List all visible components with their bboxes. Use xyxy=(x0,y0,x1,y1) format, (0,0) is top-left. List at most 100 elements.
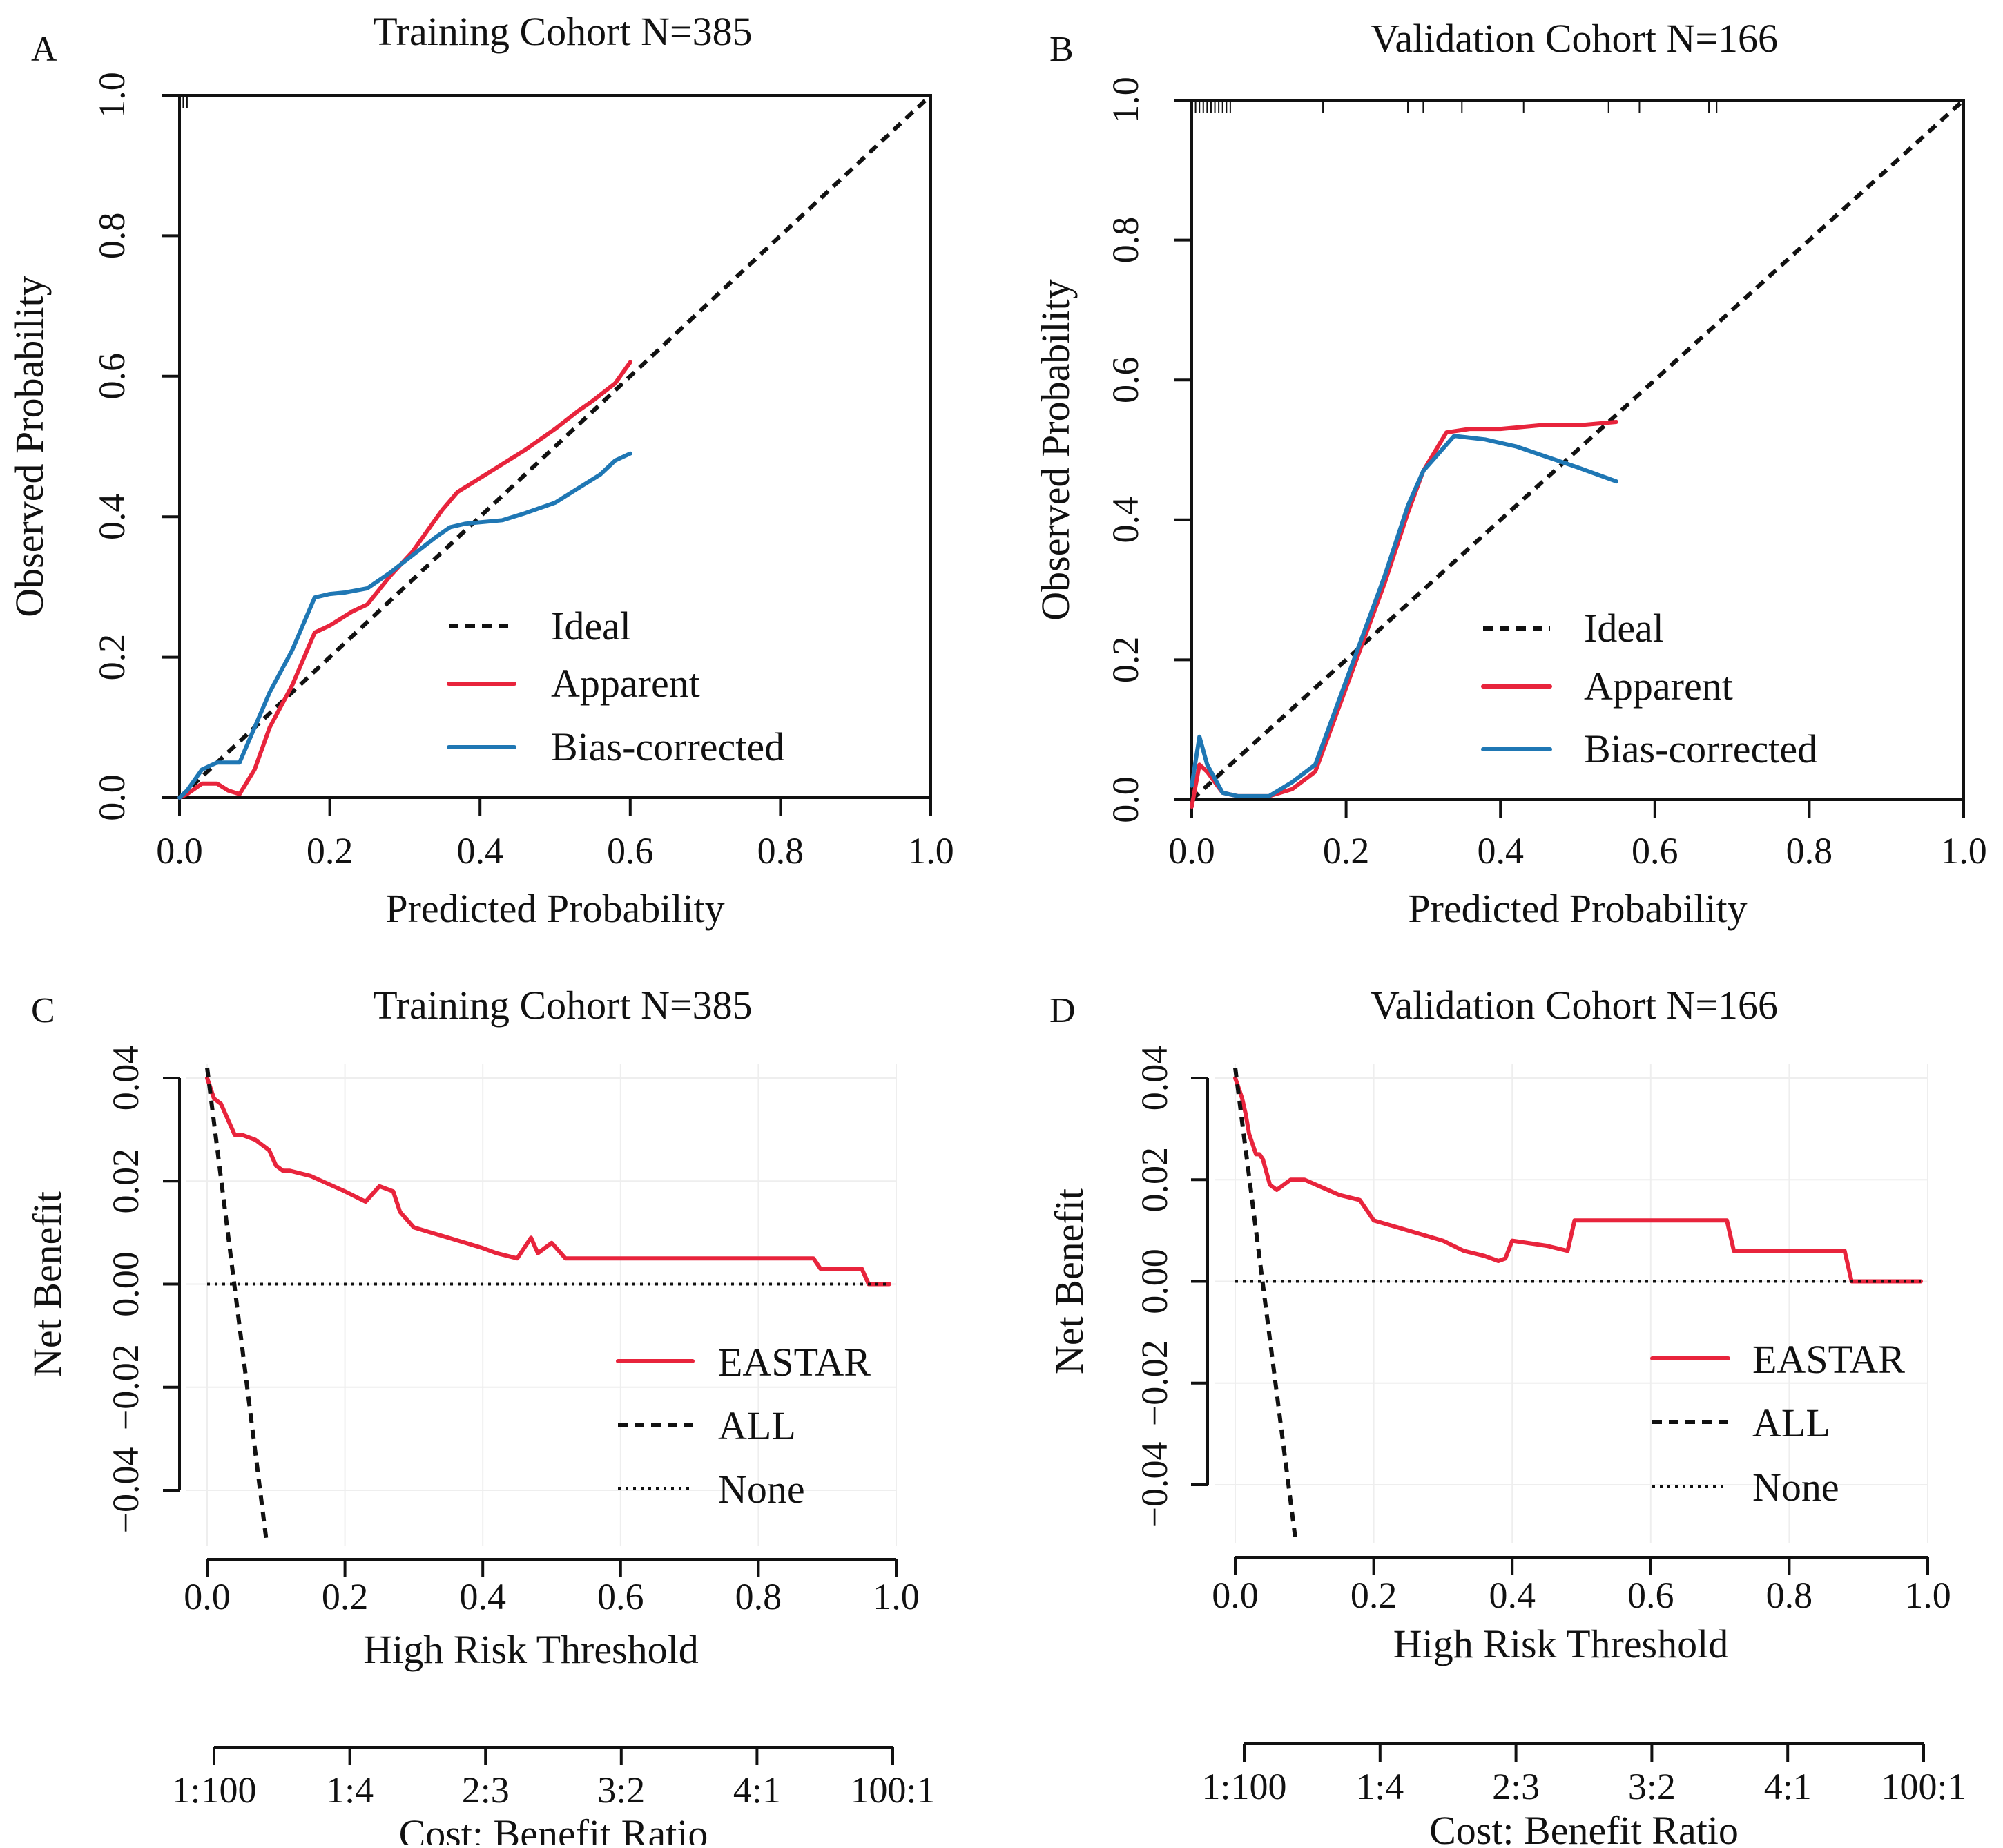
x-tick-label: 0.4 xyxy=(1489,1575,1536,1616)
x-tick-label: 1.0 xyxy=(1904,1575,1951,1616)
x2-axis-label: Cost: Benefit Ratio xyxy=(1429,1808,1739,1845)
x-tick-label: 0.0 xyxy=(1212,1575,1259,1616)
panel-letter: B xyxy=(1049,30,1074,69)
series-line-apparent xyxy=(177,360,632,800)
y-axis-label: Net Benefit xyxy=(1047,1188,1092,1374)
y-tick-label: −0.04 xyxy=(105,1447,146,1534)
x-tick-label: 0.2 xyxy=(1323,830,1370,872)
y-tick-label: 0.02 xyxy=(1134,1147,1175,1213)
x2-tick-label: 100:1 xyxy=(850,1769,935,1811)
y-tick-label: 0.00 xyxy=(1134,1249,1175,1314)
series-line-eastar xyxy=(1233,1076,1923,1284)
x-tick-label: 0.4 xyxy=(1477,830,1524,872)
x-axis-label: Predicted Probability xyxy=(385,886,724,931)
y-axis-label: Net Benefit xyxy=(25,1191,70,1377)
y-tick-label: −0.04 xyxy=(1134,1442,1175,1528)
y-tick-label: 0.04 xyxy=(105,1046,146,1111)
x2-tick-label: 1:4 xyxy=(326,1769,374,1811)
calibration-panel-B: B Validation Cohort N=166 0.0 0.2 0.4 0.6 0.8 1… xyxy=(1033,16,1987,931)
legend-label: Ideal xyxy=(1584,606,1664,651)
legend-label: EASTAR xyxy=(718,1340,871,1385)
y-axis-label: Observed Probability xyxy=(1033,279,1078,621)
x-tick-label: 1.0 xyxy=(873,1576,920,1617)
series-group xyxy=(205,1067,891,1539)
y-tick-label: 0.4 xyxy=(1105,497,1146,543)
y-tick-label: −0.02 xyxy=(1134,1340,1175,1426)
series-line-ideal xyxy=(1190,98,1966,802)
series-line-all xyxy=(205,1067,269,1539)
x2-tick-label: 2:3 xyxy=(1492,1766,1540,1807)
legend-label: None xyxy=(1752,1465,1839,1510)
y-tick-label: 0.2 xyxy=(91,634,133,681)
series-line-bias-corrected xyxy=(1190,434,1618,798)
dca-panel-C: C Training Cohort N=385 −0.04 −0.02 0.00 0.0 2… xyxy=(25,983,936,1848)
chart-title: Training Cohort N=385 xyxy=(373,9,752,54)
x2-tick-label: 4:1 xyxy=(1764,1766,1812,1807)
x-tick-label: 0.8 xyxy=(757,830,804,872)
panel-letter: A xyxy=(31,30,57,69)
y-tick-label: 0.2 xyxy=(1105,637,1146,684)
y-tick-label: 0.6 xyxy=(1105,356,1146,403)
legend-label: Ideal xyxy=(551,604,631,648)
y-tick-label: 1.0 xyxy=(1105,77,1146,124)
x-tick-label: 0.8 xyxy=(735,1576,782,1617)
x2-tick-label: 2:3 xyxy=(462,1769,510,1811)
y-tick-label: 0.4 xyxy=(91,493,133,540)
x2-axis-label: Cost: Benefit Ratio xyxy=(399,1811,708,1845)
y-tick-label: 0.0 xyxy=(1105,776,1146,823)
x2-tick-label: 4:1 xyxy=(733,1769,781,1811)
chart-title: Training Cohort N=385 xyxy=(373,983,752,1028)
x-axis-label: High Risk Threshold xyxy=(363,1627,699,1672)
y-tick-label: 0.04 xyxy=(1134,1046,1175,1111)
legend-label: None xyxy=(718,1467,805,1512)
legend-label: EASTAR xyxy=(1752,1337,1905,1382)
x-tick-label: 0.0 xyxy=(184,1576,231,1617)
x-tick-label: 0.2 xyxy=(307,830,354,872)
legend-label: ALL xyxy=(718,1403,796,1448)
x-tick-label: 0.4 xyxy=(456,830,503,872)
y-tick-label: 1.0 xyxy=(91,72,133,119)
y-tick-label: −0.02 xyxy=(105,1344,146,1430)
x-tick-label: 0.0 xyxy=(1168,830,1215,872)
x-tick-label: 0.6 xyxy=(607,830,654,872)
legend-label: Bias-corrected xyxy=(1584,726,1817,771)
x-tick-label: 0.8 xyxy=(1786,830,1833,872)
x-axis-label: Predicted Probability xyxy=(1408,886,1747,931)
plot-frame xyxy=(178,94,932,799)
x-tick-label: 1.0 xyxy=(1940,830,1987,872)
series-line-bias-corrected xyxy=(177,451,632,800)
panel-letter: D xyxy=(1049,991,1076,1030)
x-tick-label: 0.0 xyxy=(156,830,203,872)
dca-panel-D: D Validation Cohort N=166 −0.04 −0.02 0.00 0.… xyxy=(1047,983,1966,1848)
legend-label: ALL xyxy=(1752,1401,1830,1445)
panel-letter: C xyxy=(31,991,55,1030)
calibration-panel-A: A Training Cohort N=385 0.0 0.2 0.4 0.6 0.8 1.0… xyxy=(7,9,954,931)
y-tick-label: 0.00 xyxy=(105,1251,146,1317)
y-tick-label: 0.0 xyxy=(91,774,133,821)
y-tick-label: 0.6 xyxy=(91,353,133,400)
x-tick-label: 0.2 xyxy=(1351,1575,1397,1616)
x-axis-label: High Risk Threshold xyxy=(1393,1621,1729,1666)
chart-title: Validation Cohort N=166 xyxy=(1371,983,1778,1028)
series-line-ideal xyxy=(177,93,933,800)
x-tick-label: 0.6 xyxy=(1632,830,1678,872)
x2-tick-label: 3:2 xyxy=(1628,1766,1676,1807)
series-line-eastar xyxy=(205,1076,891,1287)
x-tick-label: 0.6 xyxy=(597,1576,644,1617)
y-axis-label: Observed Probability xyxy=(7,276,52,617)
x2-tick-label: 1:100 xyxy=(171,1769,256,1811)
x-tick-label: 0.4 xyxy=(459,1576,506,1617)
x2-tick-label: 1:4 xyxy=(1356,1766,1404,1807)
x2-tick-label: 1:100 xyxy=(1201,1766,1286,1807)
x2-tick-label: 100:1 xyxy=(1881,1766,1966,1807)
legend-label: Apparent xyxy=(1584,664,1733,709)
x-tick-label: 0.6 xyxy=(1627,1575,1674,1616)
legend-label: Bias-corrected xyxy=(551,724,784,769)
x-tick-label: 1.0 xyxy=(907,830,954,872)
y-tick-label: 0.8 xyxy=(91,213,133,260)
series-group xyxy=(1233,1067,1923,1537)
plot-frame xyxy=(1190,99,1965,801)
x2-tick-label: 3:2 xyxy=(597,1769,645,1811)
